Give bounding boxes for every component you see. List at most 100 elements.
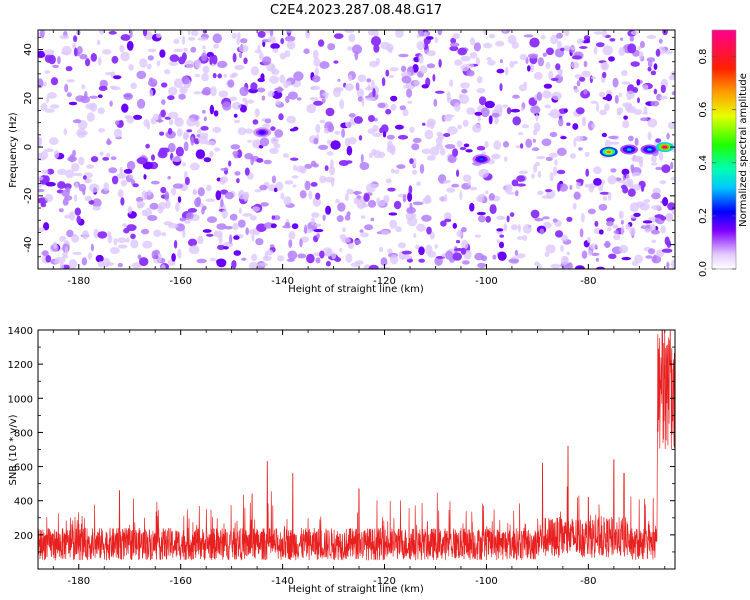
heatmap-blob xyxy=(368,264,379,269)
heatmap-blob xyxy=(48,54,56,65)
heatmap-blob xyxy=(518,170,529,175)
heatmap-blob xyxy=(591,123,596,129)
heatmap-blob xyxy=(189,162,200,171)
heatmap-blob xyxy=(262,40,266,47)
heatmap-blob xyxy=(445,250,454,260)
heatmap-blob xyxy=(95,254,104,263)
heatmap-blob xyxy=(397,242,406,249)
heatmap-blob xyxy=(599,91,605,98)
heatmap-blob xyxy=(396,164,406,170)
heatmap-blob xyxy=(484,100,495,109)
heatmap-blob xyxy=(407,192,413,202)
heatmap-blob xyxy=(567,262,573,269)
heatmap-blob xyxy=(38,176,44,181)
heatmap-blob xyxy=(401,75,412,84)
heatmap-blob xyxy=(533,71,543,80)
heatmap-blob xyxy=(126,160,136,171)
heatmap-blob xyxy=(234,64,245,71)
heatmap-blob xyxy=(198,135,208,145)
heatmap-frame xyxy=(37,29,676,270)
heatmap-blob xyxy=(459,190,463,201)
heatmap-blob xyxy=(221,209,228,219)
heatmap-blob xyxy=(660,225,666,234)
heatmap-blob xyxy=(596,102,600,113)
heatmap-blob xyxy=(614,94,619,104)
heatmap-blob xyxy=(425,36,434,40)
heatmap-blob xyxy=(200,126,209,131)
y-tick-label: 800 xyxy=(14,428,33,439)
heatmap-blob xyxy=(212,54,218,65)
heatmap-blob xyxy=(86,164,94,169)
heatmap-blob xyxy=(629,36,634,42)
heatmap-blob xyxy=(213,230,223,238)
heatmap-blob xyxy=(626,173,630,183)
heatmap-blob xyxy=(607,175,617,185)
heatmap-blob xyxy=(476,211,486,216)
heatmap-blob xyxy=(315,192,321,200)
heatmap-blob xyxy=(308,190,313,200)
heatmap-blob xyxy=(627,188,636,197)
heatmap-blob xyxy=(98,85,108,91)
heatmap-blob xyxy=(79,53,88,60)
heatmap-blob xyxy=(282,225,292,229)
heatmap-blob xyxy=(496,68,505,74)
heatmap-blob xyxy=(560,47,565,52)
heatmap-blob xyxy=(632,154,637,162)
heatmap-blob xyxy=(72,42,77,49)
y-tick-label: 0 xyxy=(23,144,34,150)
heatmap-blob xyxy=(618,92,622,98)
heatmap-blob xyxy=(237,127,247,136)
heatmap-blob xyxy=(628,178,634,189)
heatmap-blob xyxy=(413,233,417,238)
heatmap-blob xyxy=(325,205,332,215)
heatmap-blob xyxy=(341,128,345,138)
heatmap-blob xyxy=(607,227,612,232)
heatmap-blob xyxy=(40,102,48,111)
heatmap-blob xyxy=(571,55,583,60)
heatmap-blob xyxy=(348,113,356,118)
heatmap-blob xyxy=(147,55,154,61)
heatmap-blob xyxy=(339,99,345,110)
heatmap-blob xyxy=(596,42,605,48)
heatmap-blob xyxy=(43,222,50,231)
heatmap-blob xyxy=(383,195,390,204)
heatmap-blob xyxy=(139,257,149,267)
heatmap-blob xyxy=(581,70,591,78)
heatmap-blob xyxy=(59,261,65,269)
heatmap-blob xyxy=(251,232,255,242)
heatmap-blob xyxy=(66,92,72,98)
heatmap-blob xyxy=(584,183,589,188)
heatmap-blob xyxy=(446,91,451,101)
heatmap-blob xyxy=(205,198,216,202)
heatmap-blob xyxy=(168,61,178,66)
heatmap-blob xyxy=(233,250,242,256)
heatmap-blob xyxy=(459,146,467,151)
heatmap-blob xyxy=(271,215,276,220)
heatmap-blob xyxy=(143,174,147,180)
heatmap-blob xyxy=(205,184,212,192)
heatmap-blob xyxy=(130,233,136,240)
heatmap-blob xyxy=(653,63,658,70)
heatmap-blob xyxy=(545,156,553,162)
heatmap-blob xyxy=(350,262,361,268)
heatmap-blob xyxy=(446,187,456,193)
heatmap-blob xyxy=(305,30,311,39)
heatmap-blob xyxy=(548,70,554,80)
heatmap-blob xyxy=(642,84,649,91)
heatmap-blob xyxy=(171,187,177,196)
heatmap-blob xyxy=(160,186,167,194)
heatmap-blob xyxy=(280,192,285,200)
heatmap-blob xyxy=(269,244,275,248)
heatmap-blob xyxy=(539,228,545,235)
heatmap-blob xyxy=(541,195,552,199)
heatmap-blob xyxy=(182,132,189,141)
heatmap-blob xyxy=(238,44,249,53)
heatmap-blob xyxy=(499,234,505,238)
heatmap-blob xyxy=(50,77,59,86)
heatmap-blob xyxy=(114,120,120,126)
heatmap-blob xyxy=(318,144,329,150)
heatmap-blob xyxy=(131,262,142,269)
heatmap-blob xyxy=(267,36,277,44)
heatmap-blob xyxy=(382,131,387,138)
heatmap-blob xyxy=(82,188,86,196)
